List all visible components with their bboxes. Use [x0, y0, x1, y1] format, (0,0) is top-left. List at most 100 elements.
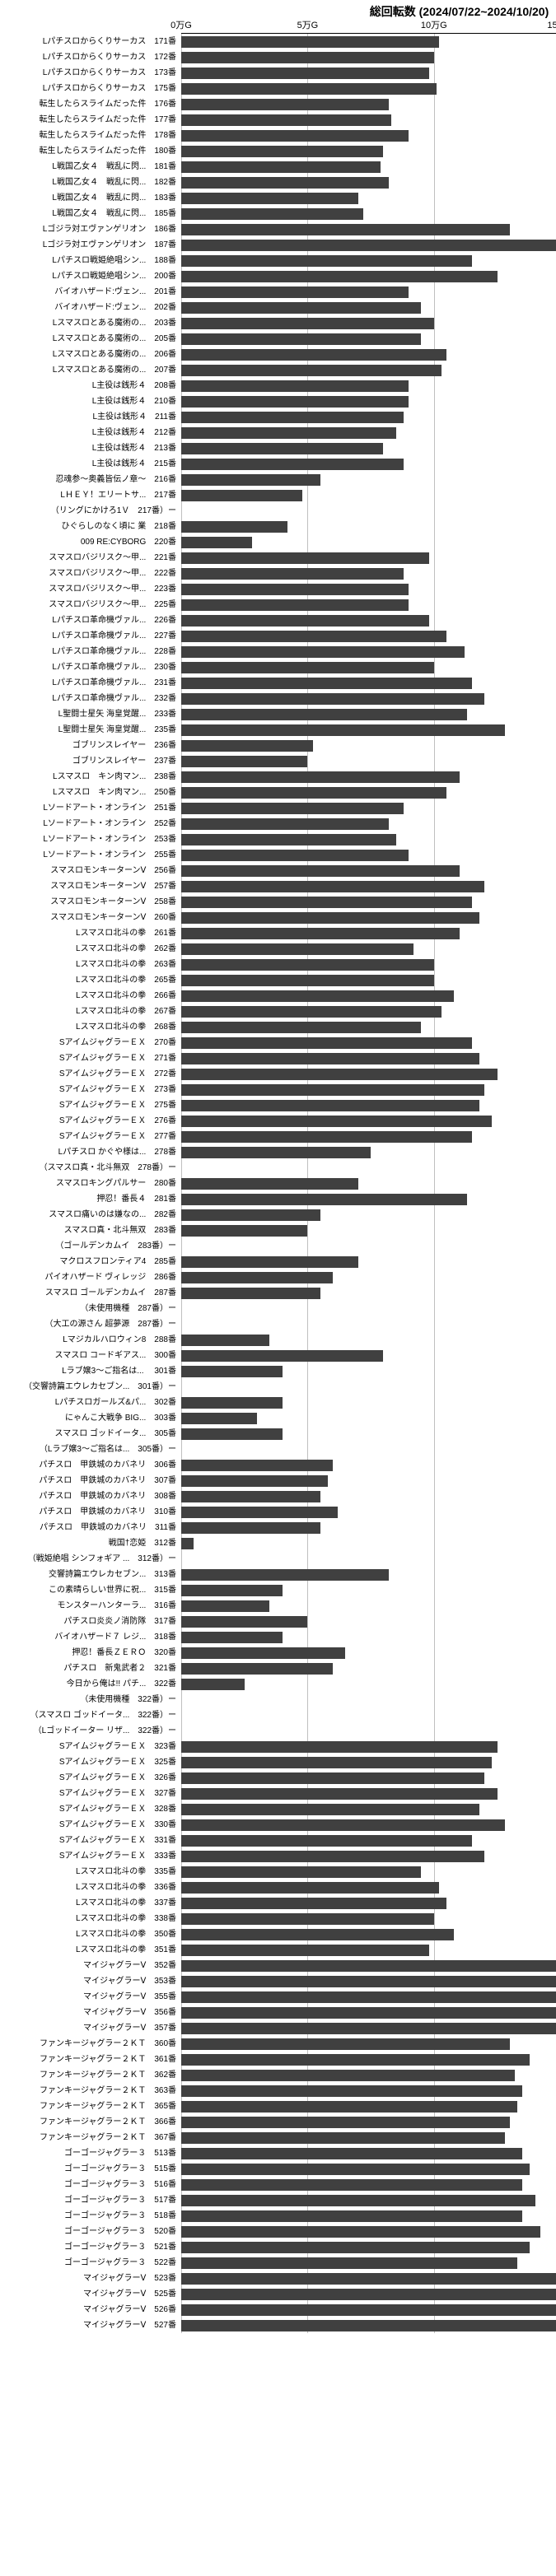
- y-label: （未使用機種 287番）ー: [3, 1305, 181, 1313]
- y-label: パチスロ 新鬼武者２ 321番: [3, 1665, 181, 1673]
- bar: [181, 1600, 269, 1612]
- y-label: Lパチスロ革命機ヴァル... 226番: [3, 617, 181, 625]
- y-label: SアイムジャグラーＥＸ 270番: [3, 1039, 181, 1047]
- bar: [181, 286, 409, 298]
- bar: [181, 365, 442, 376]
- bar: [181, 1757, 492, 1768]
- y-label: Lソードアート・オンライン 253番: [3, 836, 181, 844]
- bar-row: Lスマスロ北斗の拳 337番: [181, 1895, 556, 1911]
- y-label: スマスロ コードギアス... 300番: [3, 1352, 181, 1360]
- bar-row: マイジャグラーⅤ 527番: [181, 2317, 556, 2333]
- bar-row: マイジャグラーⅤ 526番: [181, 2302, 556, 2317]
- bar-row: L主役は銭形４ 212番: [181, 425, 556, 440]
- y-label: （スマスロ ゴッドイータ... 322番）ー: [3, 1712, 181, 1720]
- bar: [181, 1866, 421, 1878]
- y-label: ファンキージャグラー２ＫＴ 363番: [3, 2087, 181, 2095]
- bar: [181, 709, 467, 720]
- y-label: ファンキージャグラー２ＫＴ 360番: [3, 2040, 181, 2048]
- bar: [181, 427, 396, 439]
- bar: [181, 1288, 320, 1299]
- y-label: ファンキージャグラー２ＫＴ 366番: [3, 2118, 181, 2126]
- y-label: Lスマスロ北斗の拳 338番: [3, 1915, 181, 1923]
- plot-area: Lパチスロからくりサーカス 171番Lパチスロからくりサーカス 172番Lパチス…: [181, 33, 556, 2333]
- y-label: SアイムジャグラーＥＸ 273番: [3, 1086, 181, 1094]
- bar: [181, 1225, 307, 1237]
- y-label: Lマジカルハロウィン8 288番: [3, 1336, 181, 1344]
- y-label: パチスロ 甲鉄城のカバネリ 310番: [3, 1508, 181, 1516]
- bar-row: L主役は銭形４ 213番: [181, 440, 556, 456]
- bar: [181, 1663, 333, 1675]
- bar-row: パチスロ 甲鉄城のカバネリ 306番: [181, 1457, 556, 1473]
- y-label: スマスロ痛いのは嫌なの... 282番: [3, 1211, 181, 1219]
- y-label: Lソードアート・オンライン 252番: [3, 820, 181, 828]
- bar-row: スマスロバジリスク～甲... 222番: [181, 566, 556, 581]
- bar-row: （リングにかけろ1Ｖ 217番）ー: [181, 503, 556, 519]
- bar-row: 押忍！番長４ 281番: [181, 1191, 556, 1207]
- bar-row: LＨＥＹ！エリートサ... 217番: [181, 487, 556, 503]
- bar-row: パイオハザード ヴィレッジ 286番: [181, 1269, 556, 1285]
- bar-row: SアイムジャグラーＥＸ 275番: [181, 1097, 556, 1113]
- bar-row: Lスマスロ北斗の拳 268番: [181, 1019, 556, 1035]
- y-label: モンスターハンターラ... 316番: [3, 1602, 181, 1610]
- bar-row: Lマジカルハロウィン8 288番: [181, 1332, 556, 1348]
- bar: [181, 99, 389, 110]
- bar: [181, 568, 404, 580]
- bar: [181, 490, 302, 501]
- bar-row: Lスマスロ北斗の拳 336番: [181, 1880, 556, 1895]
- bar-row: スマスロ コードギアス... 300番: [181, 1348, 556, 1363]
- bar: [181, 1272, 333, 1283]
- y-label: 忍魂参～奥義皆伝ノ章～ 216番: [3, 476, 181, 484]
- bar: [181, 68, 429, 79]
- bar-row: L戦国乙女４ 戦乱に閃... 182番: [181, 175, 556, 190]
- y-label: Lラブ嬢3～ご指名は... 301番: [3, 1367, 181, 1376]
- bar: [181, 912, 479, 924]
- bar: [181, 1397, 283, 1409]
- bar-row: スマスロバジリスク～甲... 225番: [181, 597, 556, 613]
- y-label: ゴーゴージャグラー３ 522番: [3, 2259, 181, 2267]
- bar-row: Lスマスロ北斗の拳 266番: [181, 988, 556, 1004]
- bar-row: 009 RE:CYBORG 220番: [181, 534, 556, 550]
- bar-row: Lパチスロ かぐや様は... 278番: [181, 1144, 556, 1160]
- bar-row: Lパチスロ戦姫絶唱シン... 200番: [181, 268, 556, 284]
- y-label: Lパチスロ革命機ヴァル... 228番: [3, 648, 181, 656]
- bar: [181, 1960, 556, 1972]
- bar-row: Lスマスロ北斗の拳 335番: [181, 1864, 556, 1880]
- y-label: SアイムジャグラーＥＸ 325番: [3, 1758, 181, 1767]
- bar-row: バイオハザード７ レジ... 318番: [181, 1629, 556, 1645]
- bar: [181, 1209, 320, 1221]
- bar-row: 転生したらスライムだった件 177番: [181, 112, 556, 128]
- bar: [181, 959, 434, 971]
- bar: [181, 1053, 479, 1064]
- bar: [181, 177, 389, 189]
- y-label: SアイムジャグラーＥＸ 271番: [3, 1055, 181, 1063]
- y-label: Lスマスロとある魔術の... 205番: [3, 335, 181, 343]
- x-axis-ticks: 0万G5万G10万G15万G20万G: [181, 18, 556, 30]
- bar-row: マイジャグラーⅤ 523番: [181, 2271, 556, 2286]
- y-label: マイジャグラーⅤ 353番: [3, 1977, 181, 1986]
- bar-row: Lスマスロ北斗の拳 265番: [181, 972, 556, 988]
- bar: [181, 1037, 472, 1049]
- y-label: ゴーゴージャグラー３ 517番: [3, 2196, 181, 2205]
- bar: [181, 349, 446, 361]
- y-label: Lソードアート・オンライン 255番: [3, 851, 181, 859]
- bar-row: Lラブ嬢3～ご指名は... 301番: [181, 1363, 556, 1379]
- bar: [181, 1475, 328, 1487]
- y-label: Lパチスロ革命機ヴァル... 231番: [3, 679, 181, 687]
- y-label: Lスマスロ キン肉マン... 250番: [3, 789, 181, 797]
- y-label: マイジャグラーⅤ 525番: [3, 2290, 181, 2299]
- bar-row: SアイムジャグラーＥＸ 333番: [181, 1848, 556, 1864]
- bar: [181, 631, 446, 642]
- y-label: Lスマスロ北斗の拳 268番: [3, 1023, 181, 1032]
- bar: [181, 943, 413, 955]
- y-label: Lパチスロ戦姫絶唱シン... 188番: [3, 257, 181, 265]
- bar: [181, 474, 320, 486]
- bar-row: ゴーゴージャグラー３ 515番: [181, 2161, 556, 2177]
- y-label: パイオハザード ヴィレッジ 286番: [3, 1274, 181, 1282]
- bar-row: ファンキージャグラー２ＫＴ 361番: [181, 2052, 556, 2067]
- bar: [181, 1913, 434, 1925]
- bar: [181, 333, 421, 345]
- bar: [181, 52, 434, 63]
- bar: [181, 2148, 522, 2159]
- bar-row: （戦姫絶唱 シンフォギア ... 312番）ー: [181, 1551, 556, 1567]
- bar: [181, 646, 465, 658]
